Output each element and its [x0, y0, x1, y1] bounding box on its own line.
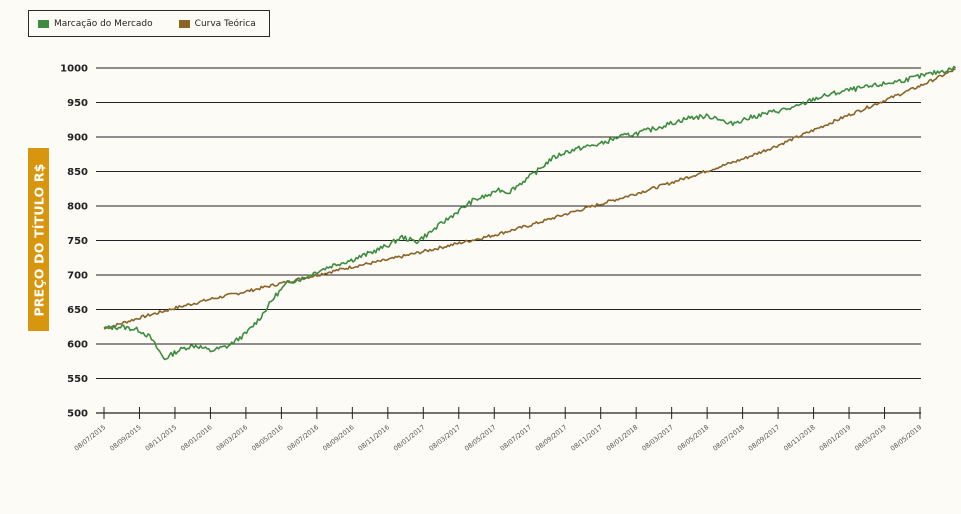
x-tick-label: 08/11/2017 — [569, 423, 603, 452]
x-tick-label: 08/09/2017 — [747, 423, 781, 452]
legend-item-market: Marcação do Mercado — [38, 19, 153, 29]
y-tick-label: 1000 — [60, 64, 88, 75]
x-tick-label: 08/09/2015 — [108, 423, 142, 452]
x-tick-label: 08/03/2019 — [853, 423, 887, 452]
x-tick-label: 08/05/2017 — [463, 423, 497, 452]
y-tick-label: 600 — [67, 340, 88, 351]
y-tick-label: 700 — [67, 271, 88, 282]
x-tick-label: 08/09/2016 — [321, 423, 355, 452]
legend-swatch-market — [38, 19, 49, 28]
x-tick-label: 08/01/2018 — [605, 423, 639, 452]
legend-swatch-theory — [178, 19, 190, 28]
x-tick-label: 08/05/2019 — [889, 423, 923, 452]
x-tick-label: 08/07/2016 — [286, 423, 320, 452]
x-tick-label: 08/03/2016 — [215, 423, 249, 452]
y-tick-label: 650 — [67, 305, 88, 316]
y-tick-label: 550 — [67, 374, 88, 385]
legend-label-market: Marcação do Mercado — [54, 18, 153, 29]
x-tick-label: 08/03/2017 — [428, 423, 462, 452]
x-tick-label: 08/05/2016 — [250, 423, 284, 452]
y-tick-label: 800 — [67, 202, 88, 213]
x-tick-label: 08/07/2018 — [711, 423, 745, 452]
legend-label-theory: Curva Teórica — [194, 18, 256, 29]
series-line-market — [103, 65, 957, 361]
x-tick-label: 08/11/2018 — [782, 423, 816, 452]
y-tick-label: 500 — [67, 409, 88, 420]
x-tick-label: 08/01/2019 — [818, 423, 852, 452]
y-tick-label: 950 — [67, 98, 88, 109]
x-tick-label: 08/07/2017 — [499, 423, 533, 452]
x-tick-label: 08/03/2017 — [640, 423, 674, 452]
x-tick-label: 08/11/2015 — [144, 423, 178, 452]
legend-item-theory: Curva Teórica — [178, 18, 256, 29]
y-tick-label: 750 — [67, 236, 88, 247]
x-tick-label: 08/09/2017 — [534, 423, 568, 452]
x-tick-label: 08/01/2016 — [179, 423, 213, 452]
x-tick-label: 08/11/2016 — [357, 423, 391, 452]
legend: Marcação do Mercado Curva Teórica — [28, 10, 270, 37]
series-line-theory — [103, 68, 956, 330]
y-tick-label: 850 — [67, 167, 88, 178]
y-tick-label: 900 — [67, 133, 88, 144]
x-tick-label: 08/07/2015 — [73, 423, 107, 452]
y-axis-label-box: PREÇO DO TÍTULO R$ — [28, 148, 49, 331]
x-tick-label: 08/05/2018 — [676, 423, 710, 452]
x-tick-label: 08/01/2017 — [392, 423, 426, 452]
